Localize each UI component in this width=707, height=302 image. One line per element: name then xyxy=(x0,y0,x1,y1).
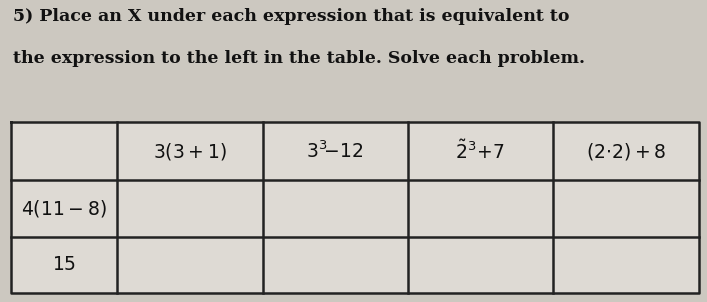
Text: $3^3\!\mathsf{-}12$: $3^3\!\mathsf{-}12$ xyxy=(306,140,364,162)
Text: the expression to the left in the table. Solve each problem.: the expression to the left in the table.… xyxy=(13,50,585,67)
Text: $3(3+1)$: $3(3+1)$ xyxy=(153,141,227,162)
Text: $4(11-8)$: $4(11-8)$ xyxy=(21,198,107,219)
Bar xyxy=(11,122,699,293)
Text: 5) Place an X under each expression that is equivalent to: 5) Place an X under each expression that… xyxy=(13,8,569,24)
Text: $(2{\cdot}2)+8$: $(2{\cdot}2)+8$ xyxy=(586,141,666,162)
Text: $\tilde{2}^3\!+\!7$: $\tilde{2}^3\!+\!7$ xyxy=(455,140,506,163)
Text: $15$: $15$ xyxy=(52,256,76,274)
